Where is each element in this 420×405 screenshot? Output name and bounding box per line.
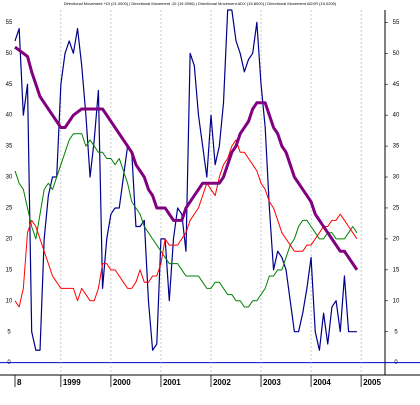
y-tick-label-right: 10	[393, 298, 400, 304]
y-tick-label: 30	[6, 175, 13, 181]
y-tick-label: 50	[6, 51, 13, 57]
x-tick-label: 1999	[63, 378, 81, 387]
y-tick-label: 20	[6, 236, 13, 242]
series-line	[14, 45, 359, 271]
y-tick-label-right: 20	[393, 236, 400, 242]
y-tick-label-right: 15	[393, 267, 400, 273]
y-tick-label-right: 55	[393, 20, 400, 26]
y-tick-label: 15	[6, 267, 13, 273]
x-tick-label: 2005	[363, 378, 381, 387]
x-tick-label: 2002	[213, 378, 231, 387]
x-tick-label: 2000	[113, 378, 131, 387]
y-tick-label: 10	[6, 298, 13, 304]
y-tick-label-right: 5	[394, 329, 398, 335]
x-tick-label: 2003	[263, 378, 281, 387]
y-tick-label-right: 50	[393, 51, 400, 57]
x-tick-label: 2004	[313, 378, 331, 387]
y-tick-label: 40	[6, 113, 13, 119]
x-tick-label: 8	[17, 378, 22, 387]
series-line	[14, 9, 357, 351]
y-tick-label-right: 25	[393, 206, 400, 212]
y-tick-label: 5	[7, 329, 11, 335]
chart-title: Directional Movement +DI (21.0000) | Dir…	[64, 1, 337, 6]
x-tick-label: 2001	[163, 378, 181, 387]
y-tick-label-right: 30	[393, 175, 400, 181]
y-tick-label: 55	[6, 20, 13, 26]
y-tick-label-right: 40	[393, 113, 400, 119]
y-tick-label: 25	[6, 206, 13, 212]
y-tick-label: 45	[6, 82, 13, 88]
series-line	[14, 133, 358, 308]
y-tick-label: 0	[7, 360, 11, 366]
y-tick-label-right: 45	[393, 82, 400, 88]
series-line	[14, 139, 358, 308]
y-tick-label-right: 35	[393, 144, 400, 150]
y-tick-label: 35	[6, 144, 13, 150]
y-tick-label-right: 0	[394, 360, 398, 366]
